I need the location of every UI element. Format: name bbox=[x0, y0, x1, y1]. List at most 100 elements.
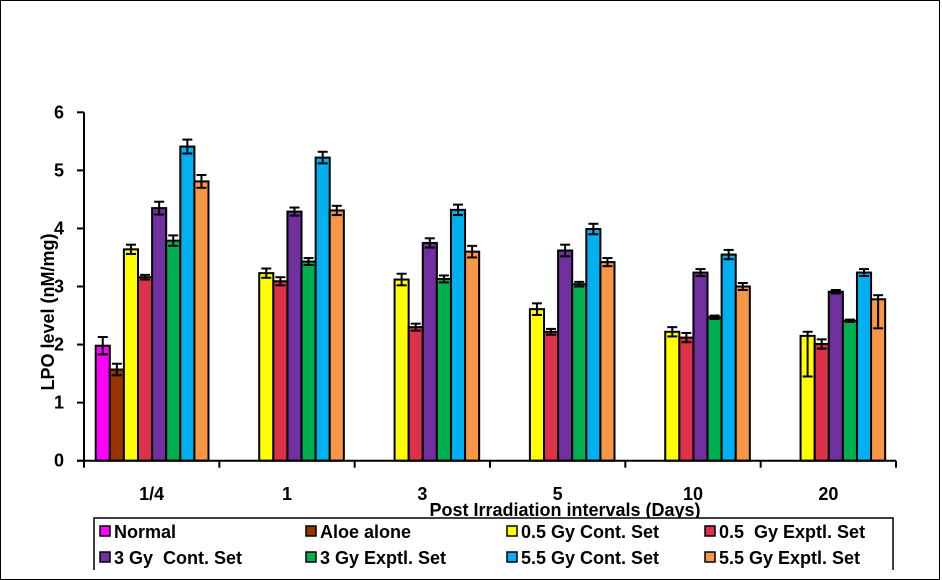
legend-swatch bbox=[506, 551, 518, 563]
error-bar bbox=[667, 326, 678, 338]
bar-3-gy-cont-set-20 bbox=[827, 290, 844, 462]
error-bar bbox=[602, 257, 613, 268]
error-bar bbox=[168, 234, 179, 247]
bar-0-5-gy-exptl-set-1-4 bbox=[137, 276, 154, 462]
bar-5-5-gy-exptl-set-1-4 bbox=[193, 180, 210, 462]
bar-5-5-gy-cont-set-10 bbox=[720, 253, 737, 462]
legend-label: 5.5 Gy Exptl. Set bbox=[719, 548, 860, 568]
error-bar bbox=[453, 203, 464, 217]
bar-5-5-gy-exptl-set-3 bbox=[464, 250, 481, 462]
error-bar bbox=[125, 243, 136, 255]
legend-item: 5.5 Gy Cont. Set bbox=[506, 548, 659, 568]
error-bar bbox=[844, 318, 855, 323]
bar-0-5-gy-cont-set-5 bbox=[528, 308, 546, 462]
legend-label: 3 Gy Exptl. Set bbox=[320, 548, 446, 568]
error-bar bbox=[695, 268, 706, 278]
legend-label: Aloe alone bbox=[320, 522, 411, 542]
legend-swatch bbox=[99, 525, 111, 537]
y-ticks: 0 1 2 3 4 5 6 bbox=[54, 102, 84, 471]
error-bar bbox=[723, 248, 734, 261]
x-tick-label: 10 bbox=[683, 484, 703, 504]
legend-item: 5.5 Gy Exptl. Set bbox=[704, 548, 860, 568]
y-tick-label: 0 bbox=[54, 451, 64, 471]
error-bar bbox=[709, 314, 720, 321]
bar-0-5-gy-cont-set-1-4 bbox=[122, 248, 140, 462]
bar-3-gy-cont-set-1 bbox=[286, 210, 303, 462]
x-axis-title: Post Irradiation intervals (Days) bbox=[429, 500, 700, 520]
bar-0-5-gy-cont-set-1 bbox=[258, 272, 275, 462]
error-bar bbox=[275, 276, 286, 287]
error-bar bbox=[317, 150, 328, 165]
bar-5-5-gy-cont-set-20 bbox=[855, 271, 873, 462]
y-tick-label: 5 bbox=[54, 160, 64, 180]
error-bar bbox=[303, 257, 314, 267]
y-tick-label: 2 bbox=[54, 335, 64, 355]
error-bar bbox=[588, 222, 599, 236]
error-bar bbox=[816, 338, 827, 350]
bar-5-5-gy-exptl-set-10 bbox=[734, 285, 751, 462]
bar-3-gy-exptl-set-10 bbox=[706, 316, 723, 462]
error-bar bbox=[574, 280, 585, 288]
x-tick-label: 3 bbox=[417, 484, 427, 504]
bar-0-5-gy-exptl-set-5 bbox=[543, 330, 560, 462]
legend-swatch bbox=[704, 525, 716, 537]
legend-label: 3 Gy Cont. Set bbox=[114, 548, 242, 568]
y-tick-label: 6 bbox=[54, 102, 64, 122]
legend-label: 5.5 Gy Cont. Set bbox=[521, 548, 659, 568]
legend-swatch bbox=[99, 551, 111, 563]
bar-3-gy-exptl-set-3 bbox=[435, 277, 452, 462]
x-tick-label: 1/4 bbox=[139, 484, 164, 504]
error-bar bbox=[830, 288, 841, 295]
x-ticks: 1/4 1 3 5 10 20 bbox=[83, 460, 897, 504]
legend-swatch bbox=[305, 551, 317, 563]
x-tick-label: 1 bbox=[282, 484, 292, 504]
error-bar bbox=[182, 138, 193, 155]
bar-0-5-gy-cont-set-10 bbox=[664, 330, 681, 462]
error-bar bbox=[467, 244, 478, 259]
bar-3-gy-cont-set-1-4 bbox=[151, 207, 168, 462]
bar-3-gy-exptl-set-20 bbox=[841, 319, 858, 462]
y-tick-label: 1 bbox=[54, 393, 64, 413]
legend-item: 3 Gy Cont. Set bbox=[99, 548, 242, 568]
error-bar bbox=[737, 282, 748, 291]
legend-label: 0.5 Gy Cont. Set bbox=[521, 522, 659, 542]
bar-3-gy-exptl-set-1-4 bbox=[165, 239, 182, 462]
legend-item: 0.5 Gy Exptl. Set bbox=[704, 522, 865, 542]
x-tick-label: 20 bbox=[818, 484, 838, 504]
error-bar bbox=[154, 200, 165, 216]
bar-5-5-gy-exptl-set-1 bbox=[328, 209, 345, 462]
bar-0-5-gy-exptl-set-1 bbox=[272, 280, 289, 462]
legend-swatch bbox=[305, 525, 317, 537]
y-tick-label: 3 bbox=[54, 277, 64, 297]
error-bar bbox=[396, 272, 407, 287]
bar-5-5-gy-cont-set-3 bbox=[449, 208, 467, 462]
error-bar bbox=[261, 267, 272, 279]
legend-swatch bbox=[506, 525, 518, 537]
error-bar bbox=[681, 331, 692, 344]
bar-5-5-gy-cont-set-1-4 bbox=[179, 145, 196, 462]
bar-0-5-gy-cont-set-3 bbox=[393, 278, 410, 462]
y-axis-title: LPO level (nM/mg) bbox=[38, 233, 58, 390]
error-bar bbox=[97, 336, 108, 356]
bar-aloe-alone-1-4 bbox=[108, 368, 125, 462]
bar-normal-1-4 bbox=[94, 344, 111, 462]
legend-item: 3 Gy Exptl. Set bbox=[305, 548, 446, 568]
error-bar bbox=[111, 362, 122, 377]
legend-label: Normal bbox=[114, 522, 176, 542]
legend: Normal Aloe alone 0.5 Gy Cont. Set 0.5 Gy E… bbox=[93, 517, 894, 570]
error-bar bbox=[531, 302, 542, 316]
error-bar bbox=[802, 330, 813, 378]
legend-item: Normal bbox=[99, 522, 176, 542]
error-bar bbox=[560, 243, 571, 258]
legend-item: Aloe alone bbox=[305, 522, 411, 542]
error-bar bbox=[424, 237, 435, 249]
bar-0-5-gy-exptl-set-20 bbox=[813, 342, 830, 462]
error-bar bbox=[873, 294, 884, 330]
bar-3-gy-cont-set-3 bbox=[421, 241, 438, 462]
bar-5-5-gy-cont-set-5 bbox=[585, 228, 602, 462]
legend-item: 0.5 Gy Cont. Set bbox=[506, 522, 659, 542]
error-bar bbox=[859, 268, 870, 278]
error-bar bbox=[410, 322, 421, 332]
bar-3-gy-exptl-set-1 bbox=[300, 260, 317, 462]
